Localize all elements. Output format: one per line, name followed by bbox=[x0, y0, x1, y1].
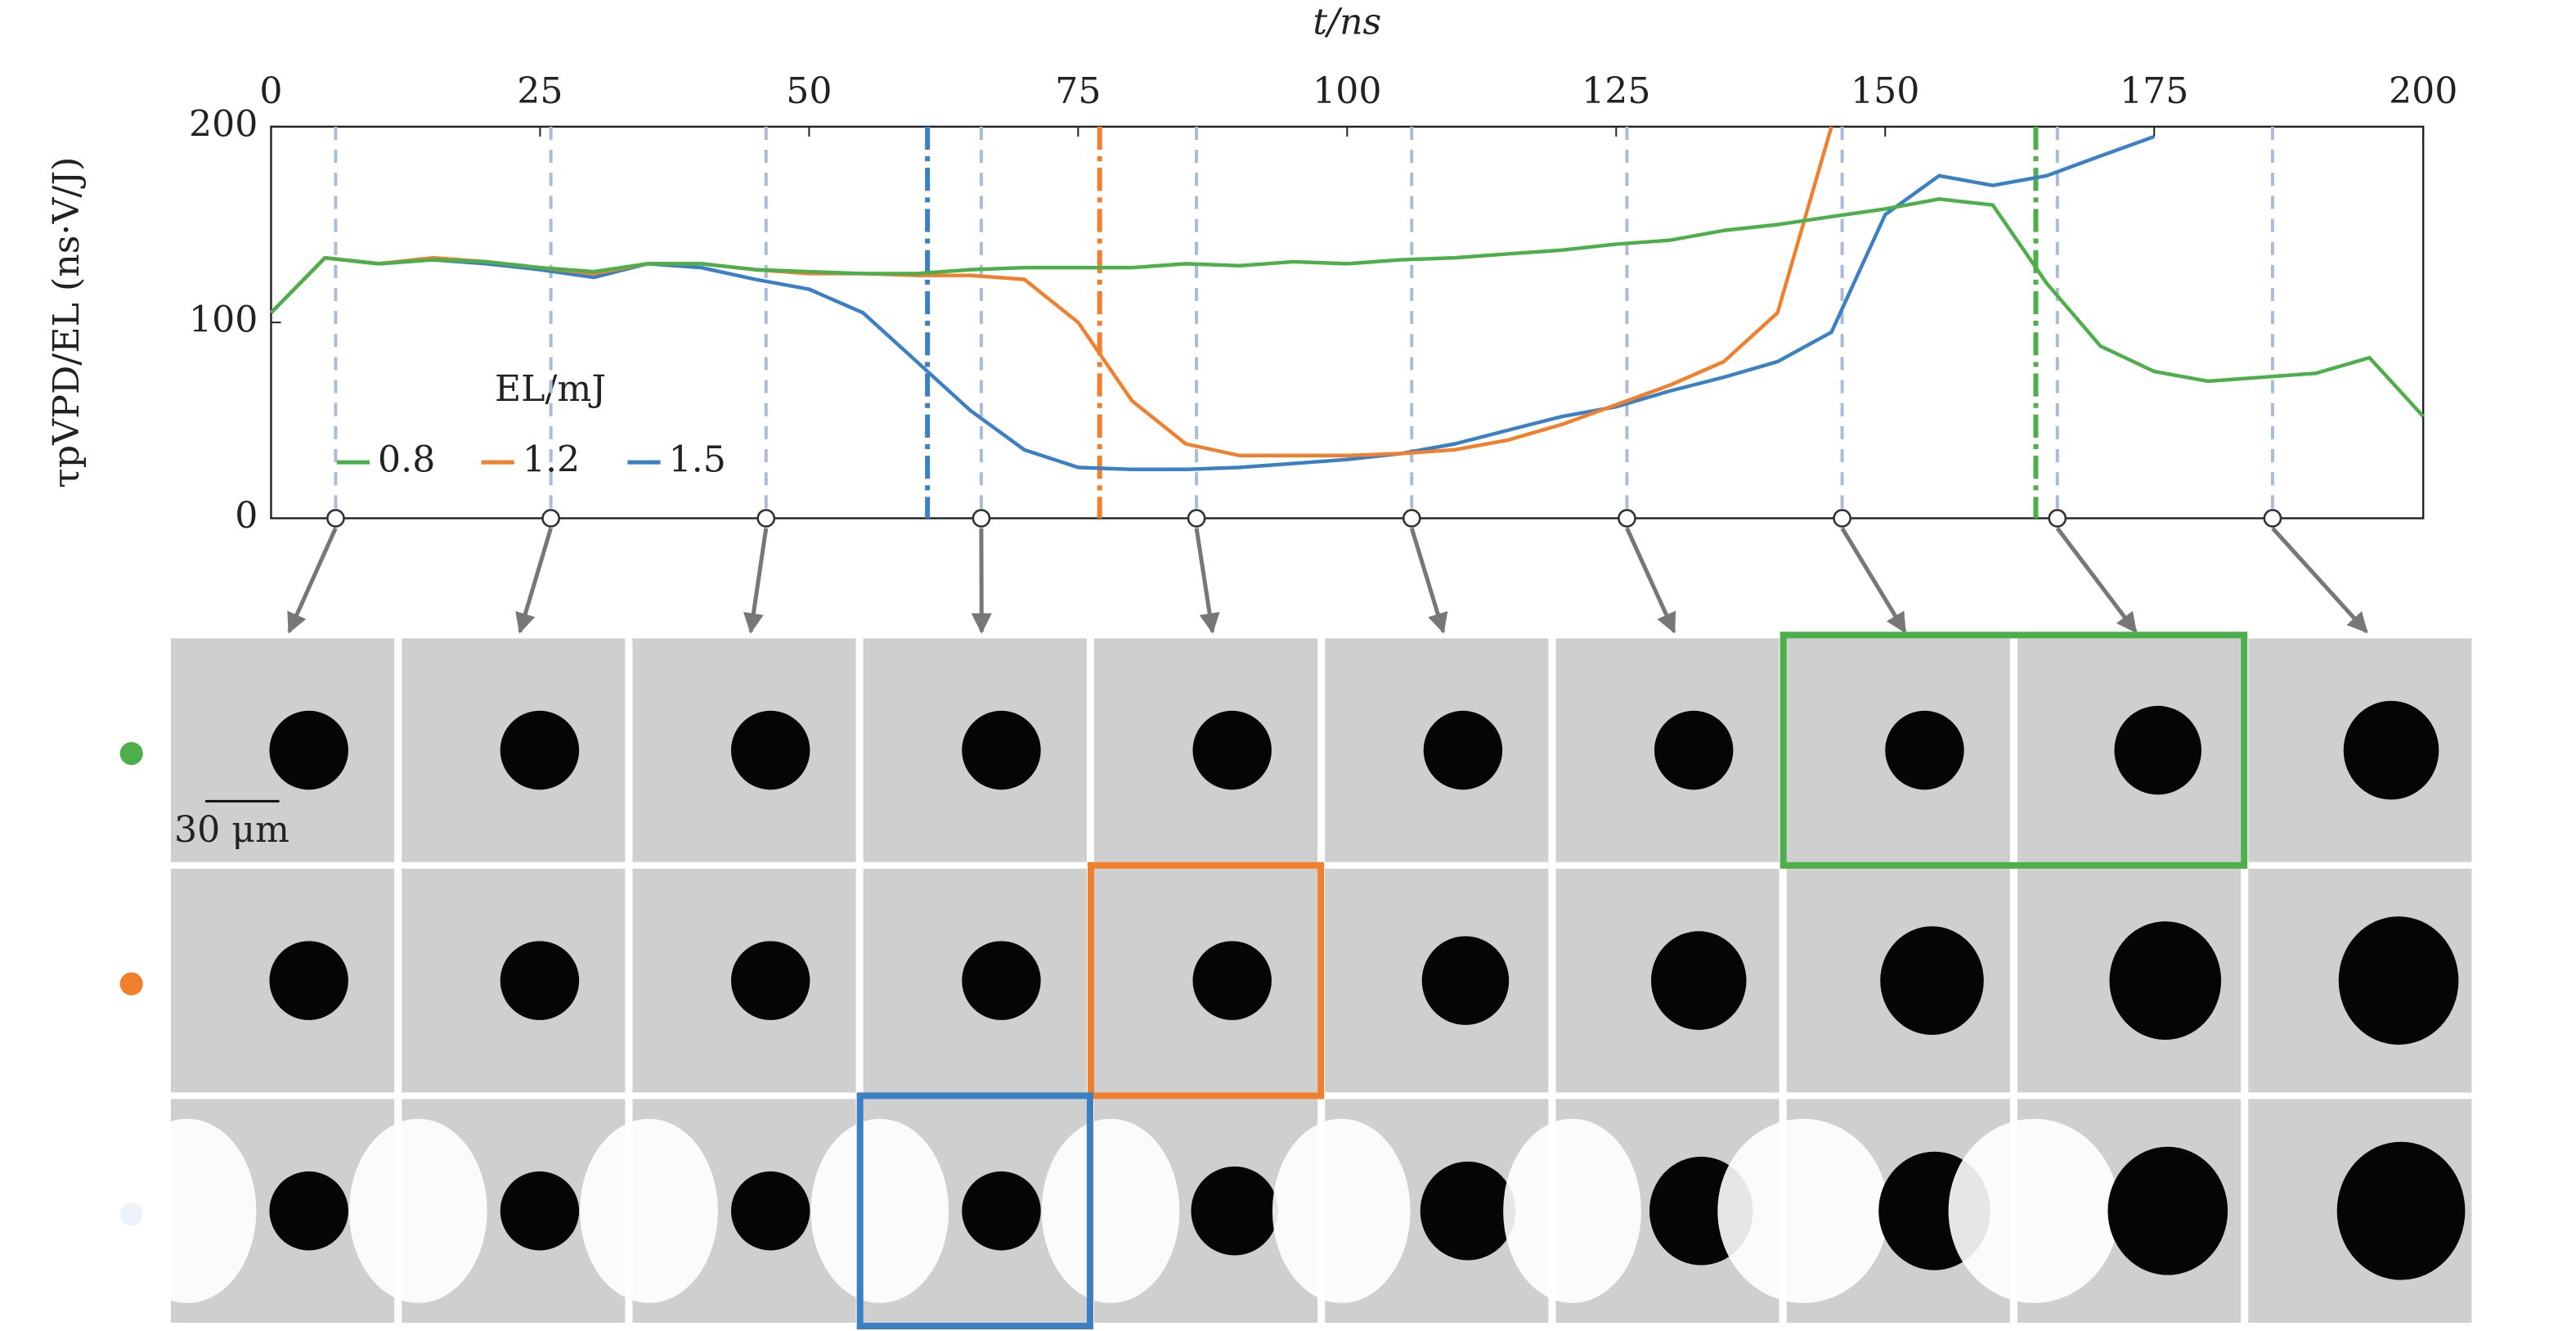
frame-dot bbox=[2263, 509, 2282, 528]
blob bbox=[500, 1171, 580, 1251]
frame-dot bbox=[1833, 509, 1851, 528]
highlight-box bbox=[1087, 861, 1325, 1099]
x-tick-label: 75 bbox=[1055, 70, 1101, 112]
blob bbox=[1654, 710, 1734, 790]
frame-dot bbox=[541, 509, 560, 528]
frame-dot bbox=[1402, 509, 1421, 528]
frame-dot bbox=[1618, 509, 1636, 528]
series-line bbox=[269, 197, 2425, 418]
blob bbox=[730, 941, 810, 1020]
blob bbox=[2114, 705, 2201, 795]
glow bbox=[810, 1118, 949, 1303]
blob bbox=[1192, 941, 1272, 1020]
highlight-box bbox=[856, 1092, 1093, 1329]
frame-dot bbox=[972, 509, 991, 528]
scale-bar-label: 30 μm bbox=[174, 809, 289, 851]
x-tick-label: 200 bbox=[2389, 70, 2457, 112]
blob bbox=[2107, 1146, 2228, 1275]
frame-dot bbox=[1187, 509, 1206, 528]
blob bbox=[962, 1171, 1041, 1251]
blob bbox=[269, 710, 348, 790]
frame-arrow bbox=[515, 527, 554, 634]
glow bbox=[580, 1118, 718, 1303]
frame-dot bbox=[326, 509, 345, 528]
glow bbox=[1272, 1118, 1411, 1303]
y-tick-label: 100 bbox=[189, 299, 258, 341]
blob bbox=[2109, 921, 2222, 1041]
blob bbox=[500, 710, 580, 790]
row-dot bbox=[119, 972, 143, 996]
frame-arrow bbox=[2055, 527, 2138, 634]
x-tick-label: 175 bbox=[2120, 70, 2188, 112]
blob bbox=[269, 941, 348, 1020]
glow bbox=[1503, 1118, 1641, 1303]
glow bbox=[1717, 1118, 1889, 1303]
blob bbox=[962, 941, 1041, 1020]
frame-arrow bbox=[1194, 528, 1220, 634]
frame-arrow bbox=[1625, 527, 1676, 634]
x-axis-title: t/ns bbox=[1313, 2, 1381, 43]
x-tick-label: 100 bbox=[1313, 70, 1381, 112]
blob bbox=[1650, 931, 1747, 1030]
frame-arrow bbox=[743, 528, 769, 634]
glow bbox=[348, 1118, 487, 1303]
frame-arrow bbox=[2271, 526, 2368, 634]
blob bbox=[2338, 916, 2459, 1045]
glow bbox=[1948, 1118, 2120, 1303]
x-tick-label: 150 bbox=[1851, 70, 1919, 112]
series-line bbox=[269, 134, 2156, 471]
frame-dot bbox=[2048, 509, 2067, 528]
blob bbox=[2336, 1141, 2466, 1280]
frame-arrow bbox=[1840, 527, 1907, 634]
highlight-box bbox=[1779, 632, 2248, 869]
row-dot bbox=[119, 742, 143, 766]
blob bbox=[962, 710, 1041, 790]
blob bbox=[1191, 1166, 1278, 1256]
x-tick-label: 50 bbox=[786, 70, 832, 112]
blob bbox=[730, 710, 810, 790]
frame-arrow bbox=[1409, 527, 1448, 634]
glow bbox=[1041, 1118, 1180, 1303]
glow bbox=[118, 1118, 257, 1303]
blob bbox=[2343, 700, 2439, 800]
blob bbox=[1885, 710, 1964, 790]
blob bbox=[1880, 926, 1984, 1035]
frame-arrow bbox=[287, 527, 338, 634]
x-tick-label: 0 bbox=[259, 70, 282, 112]
blob bbox=[500, 941, 580, 1020]
legend-label: 0.8 bbox=[378, 439, 435, 481]
y-tick-label: 200 bbox=[189, 103, 258, 145]
blob bbox=[1192, 710, 1272, 790]
blob bbox=[1420, 1161, 1516, 1261]
blob bbox=[1421, 936, 1510, 1025]
legend-label: 1.5 bbox=[669, 439, 726, 481]
frame-dot bbox=[756, 509, 776, 528]
blob bbox=[269, 1171, 348, 1251]
blob bbox=[730, 1171, 810, 1251]
x-tick-label: 125 bbox=[1582, 70, 1650, 112]
x-tick-label: 25 bbox=[517, 70, 563, 112]
y-axis-title: τpVPD/EL (ns·V/J) bbox=[46, 157, 88, 488]
y-tick-label: 0 bbox=[235, 495, 258, 537]
blob bbox=[1423, 710, 1503, 790]
legend-label: 1.2 bbox=[523, 439, 580, 481]
